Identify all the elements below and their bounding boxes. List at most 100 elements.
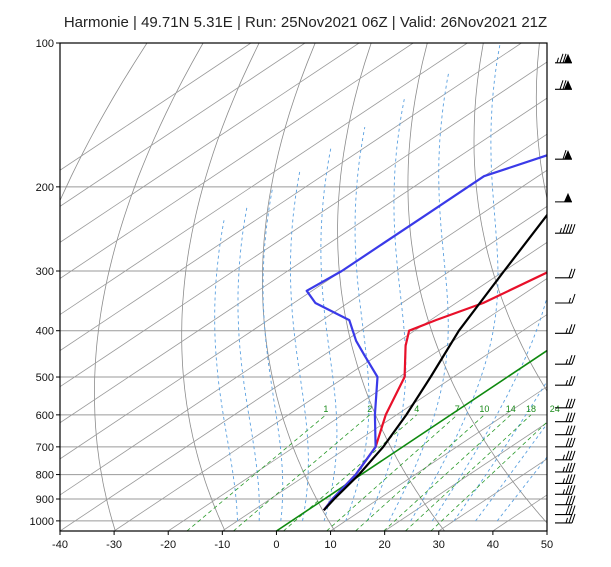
moist-adiabat-line bbox=[475, 422, 547, 522]
wind-barb bbox=[555, 513, 576, 524]
y-axis-ticks: 100 200 300 400 500 600 700 800 900 1000 bbox=[30, 38, 60, 528]
x-tick-label: -10 bbox=[214, 539, 230, 551]
dry-adiabat-line bbox=[595, 43, 611, 531]
isotherm-line bbox=[60, 97, 547, 424]
moist-adiabat-line bbox=[237, 206, 260, 521]
x-tick-label: -20 bbox=[160, 539, 176, 551]
mixing-ratio-line bbox=[383, 414, 512, 531]
x-axis-ticks: -40 -30 -20 -10 0 10 20 30 40 50 bbox=[52, 531, 553, 551]
isobar-lines bbox=[60, 42, 547, 522]
chart-title: Harmonie | 49.71N 5.31E | Run: 25Nov2021… bbox=[63, 14, 548, 31]
x-tick-label: 20 bbox=[379, 539, 391, 551]
wind-barb bbox=[555, 398, 576, 409]
mixing-ratio-label: 7 bbox=[455, 404, 460, 414]
wind-barb bbox=[555, 505, 576, 516]
dry-adiabat-line bbox=[93, 43, 204, 531]
wind-barb bbox=[555, 149, 572, 160]
y-tick-label: 600 bbox=[36, 410, 54, 422]
dry-adiabat-line bbox=[60, 43, 148, 202]
y-tick-label: 500 bbox=[36, 372, 54, 384]
y-tick-label: 800 bbox=[36, 470, 54, 482]
isotherm-line bbox=[113, 241, 547, 531]
wind-barb bbox=[555, 355, 576, 365]
isotherm-line bbox=[546, 530, 547, 531]
y-tick-label: 900 bbox=[36, 494, 54, 506]
wind-barb bbox=[555, 80, 572, 90]
mixing-ratio-label: 18 bbox=[526, 404, 536, 414]
mixing-ratio-label: 2 bbox=[367, 404, 372, 414]
wind-barb bbox=[555, 224, 576, 234]
x-tick-label: -40 bbox=[52, 539, 68, 551]
moist-adiabat-line bbox=[410, 43, 501, 522]
isotherm-line bbox=[60, 43, 360, 243]
isotherm-line bbox=[60, 169, 547, 496]
mixing-ratio-label: 1 bbox=[323, 404, 328, 414]
y-tick-label: 300 bbox=[36, 266, 54, 278]
isotherm-line bbox=[330, 386, 547, 531]
y-tick-label: 400 bbox=[36, 326, 54, 338]
isotherm-line bbox=[60, 43, 252, 171]
mixing-ratio-label: 10 bbox=[479, 404, 489, 414]
isotherm-line bbox=[60, 61, 547, 388]
isotherm-line bbox=[384, 422, 547, 531]
moist-adiabat-line bbox=[262, 186, 284, 521]
wind-barb bbox=[555, 437, 576, 448]
moist-adiabats bbox=[214, 43, 547, 522]
y-tick-label: 700 bbox=[36, 442, 54, 454]
isotherm-line bbox=[168, 278, 547, 531]
x-tick-label: 50 bbox=[541, 539, 553, 551]
mixing-ratio-line bbox=[355, 414, 485, 531]
moist-adiabat-line bbox=[388, 71, 450, 522]
zero-isotherm-line bbox=[276, 349, 547, 531]
wind-barb bbox=[555, 192, 572, 203]
dry-adiabat-line bbox=[407, 43, 547, 524]
wind-barb bbox=[555, 324, 576, 334]
wind-barb bbox=[555, 293, 576, 304]
mixing-ratio-line bbox=[326, 414, 458, 531]
isotherm-line bbox=[438, 458, 547, 531]
mixing-ratio-label: 14 bbox=[506, 404, 516, 414]
plot-frame bbox=[59, 42, 548, 532]
wind-barb bbox=[555, 425, 576, 436]
dry-adiabat-line bbox=[262, 43, 336, 531]
moist-adiabat-line bbox=[345, 127, 370, 522]
y-tick-label: 100 bbox=[36, 38, 54, 50]
moist-adiabat-line bbox=[214, 220, 238, 521]
wind-barb bbox=[555, 495, 576, 506]
dry-adiabat-line bbox=[181, 43, 260, 531]
x-tick-label: -30 bbox=[106, 539, 122, 551]
mixing-ratio-label: 4 bbox=[414, 404, 419, 414]
mixing-ratio-line bbox=[430, 421, 547, 531]
isotherm-line bbox=[60, 133, 547, 460]
parcel-profile bbox=[322, 213, 547, 511]
zero-isotherm bbox=[276, 349, 547, 531]
wind-barb bbox=[555, 53, 572, 64]
x-tick-label: 10 bbox=[324, 539, 336, 551]
isotherm-line bbox=[60, 43, 522, 352]
y-tick-label: 200 bbox=[36, 182, 54, 194]
isotherm-line bbox=[60, 43, 414, 279]
wind-barb bbox=[555, 450, 576, 461]
y-tick-label: 1000 bbox=[30, 516, 54, 528]
isotherm-line bbox=[492, 494, 547, 531]
wind-barb bbox=[555, 268, 576, 279]
isotherm-line bbox=[60, 43, 468, 316]
dry-adiabat-line bbox=[473, 43, 547, 392]
mixing-ratio-line bbox=[186, 414, 327, 531]
isotherm-line bbox=[60, 205, 547, 531]
moist-adiabat-line bbox=[431, 295, 547, 522]
isotherm-line bbox=[60, 43, 306, 207]
wind-barbs bbox=[555, 53, 576, 524]
moist-adiabat-line bbox=[290, 170, 309, 521]
mixing-ratio-label: 24 bbox=[550, 404, 560, 414]
wind-barb bbox=[555, 485, 576, 495]
mixing-ratio-labels: 1 2 4 7 10 14 18 24 bbox=[323, 404, 559, 414]
x-tick-label: 0 bbox=[273, 539, 279, 551]
wind-barb bbox=[555, 474, 576, 485]
isotherm-line bbox=[222, 314, 547, 531]
wind-barb bbox=[555, 462, 576, 473]
mixing-ratio-line bbox=[233, 414, 370, 531]
sounding-profiles bbox=[305, 154, 547, 511]
plot-area bbox=[60, 43, 611, 531]
